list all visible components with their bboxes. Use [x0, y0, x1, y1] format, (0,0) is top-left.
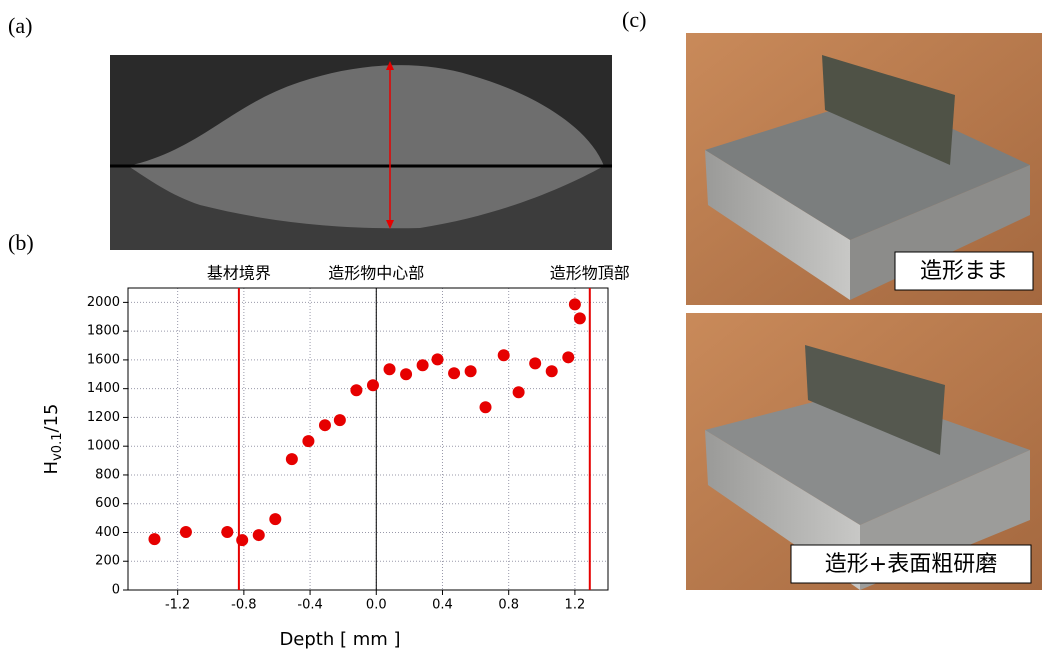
photo-caption: 造形+表面粗研磨: [825, 552, 997, 577]
point: [569, 298, 581, 310]
y-tick-label: 1200: [87, 410, 120, 425]
x-tick-label: -1.2: [165, 598, 190, 613]
point: [253, 529, 265, 541]
point: [302, 435, 314, 447]
x-tick-label: -0.4: [297, 598, 322, 613]
y-tick-label: 0: [112, 583, 120, 598]
annotation: 基材境界: [207, 264, 271, 283]
panel-label: (c): [622, 7, 646, 32]
point: [350, 384, 362, 396]
y-tick-label: 2000: [87, 295, 120, 310]
point: [498, 349, 510, 361]
point: [546, 365, 558, 377]
point: [319, 419, 331, 431]
point: [513, 386, 525, 398]
y-axis-label-part: v0.1: [50, 433, 65, 461]
point: [367, 379, 379, 391]
point: [465, 365, 477, 377]
x-axis-label: Depth [ mm ]: [279, 629, 400, 650]
point: [529, 357, 541, 369]
y-tick-label: 800: [95, 467, 120, 482]
y-tick-label: 400: [95, 525, 120, 540]
point: [574, 312, 586, 324]
y-tick-label: 200: [95, 554, 120, 569]
x-tick-label: 1.2: [565, 598, 586, 613]
y-tick-label: 1000: [87, 439, 120, 454]
y-axis-label-part: H: [41, 461, 62, 475]
point: [221, 526, 233, 538]
point: [334, 414, 346, 426]
figure: (a) (b) (c) 造形まま 造形+表面粗研磨 0 200 400 600 800 1…: [0, 0, 1052, 655]
y-tick-label: 1800: [87, 324, 120, 339]
y-axis-label: Hv0.1/15: [41, 404, 65, 475]
x-tick-label: 0.0: [366, 598, 387, 613]
y-tick-label: 1600: [87, 352, 120, 367]
x-tick-label: -0.8: [231, 598, 256, 613]
photo: 造形+表面粗研磨: [686, 313, 1042, 590]
annotation: 造形物頂部: [550, 264, 630, 283]
annotation: 造形物中心部: [328, 264, 424, 283]
point: [148, 533, 160, 545]
chart: 0 200 400 600 800 1000 1200 1400 1600 1800 2000 -1.…: [41, 264, 630, 651]
point: [432, 353, 444, 365]
point: [384, 363, 396, 375]
point: [180, 526, 192, 538]
x-tick-label: 0.8: [498, 598, 519, 613]
point: [400, 368, 412, 380]
panel-label: (b): [8, 230, 34, 255]
plot-frame: [128, 288, 608, 590]
panel-label: (a): [8, 13, 32, 38]
y-tick-label: 600: [95, 496, 120, 511]
point: [286, 453, 298, 465]
point: [417, 359, 429, 371]
x-tick-label: 0.4: [432, 598, 453, 613]
photo-caption: 造形まま: [920, 259, 1008, 284]
y-axis-label-part: /15: [41, 404, 62, 433]
point: [562, 351, 574, 363]
point: [269, 513, 281, 525]
y-tick-label: 1400: [87, 381, 120, 396]
micrograph: [110, 55, 612, 250]
point: [448, 367, 460, 379]
point: [236, 534, 248, 546]
photo: 造形まま: [686, 33, 1042, 305]
point: [480, 401, 492, 413]
